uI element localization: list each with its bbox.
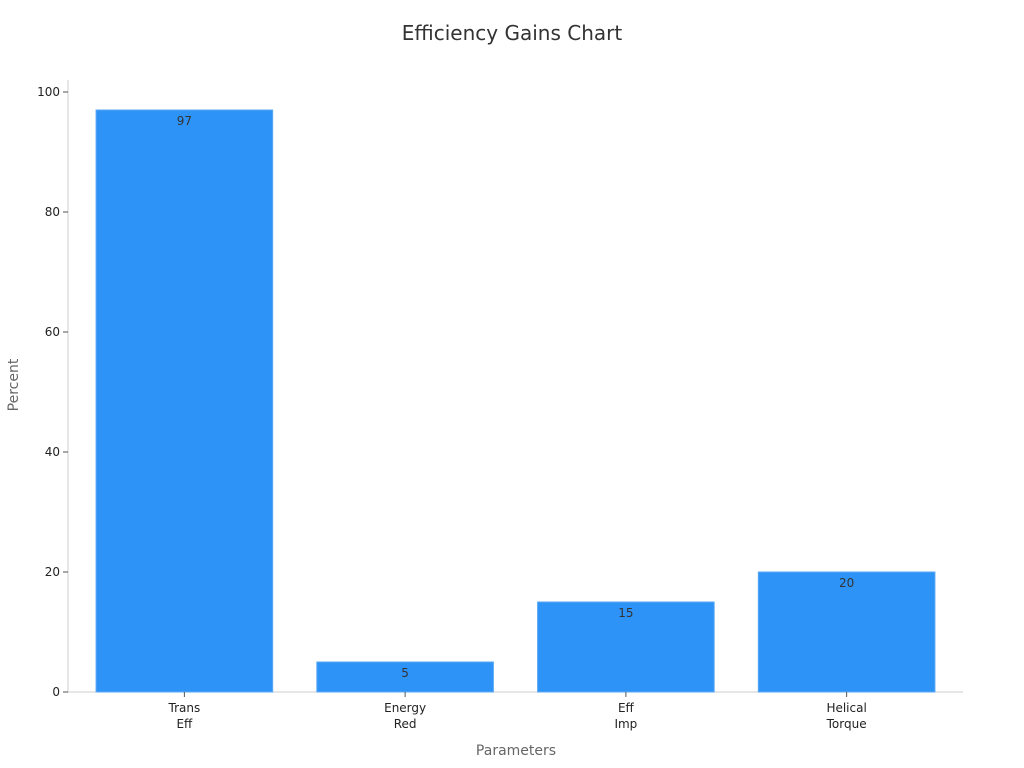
x-tick-label: Trans bbox=[168, 701, 201, 715]
x-axis-label: Parameters bbox=[476, 743, 556, 759]
y-tick-label: 60 bbox=[45, 325, 60, 339]
x-axis-ticks: Trans Eff Energy Red Eff Imp Helical Torque bbox=[168, 692, 867, 731]
bar bbox=[757, 571, 936, 693]
chart-title: Efficiency Gains Chart bbox=[402, 21, 623, 45]
x-tick-label: Imp bbox=[614, 717, 637, 731]
bar-value-label: 97 bbox=[177, 114, 192, 128]
y-axis-ticks: 0 20 40 60 80 100 bbox=[37, 85, 68, 699]
y-tick-label: 100 bbox=[37, 85, 60, 99]
bar bbox=[537, 601, 715, 693]
y-tick-label: 80 bbox=[45, 205, 60, 219]
x-tick-label: Eff bbox=[618, 701, 635, 715]
x-tick-label: Energy bbox=[384, 701, 426, 715]
bar bbox=[95, 109, 274, 693]
x-tick-label: Eff bbox=[176, 717, 193, 731]
y-tick-label: 20 bbox=[45, 565, 60, 579]
bar-value-label: 15 bbox=[618, 606, 633, 620]
y-tick-label: 0 bbox=[52, 685, 60, 699]
bar-value-label: 5 bbox=[401, 666, 409, 680]
x-tick-label: Helical bbox=[826, 701, 866, 715]
y-axis-label: Percent bbox=[6, 358, 22, 411]
y-tick-label: 40 bbox=[45, 445, 60, 459]
x-tick-label: Red bbox=[394, 717, 417, 731]
bar-series: 97 5 15 20 bbox=[95, 109, 936, 693]
bar bbox=[316, 661, 494, 693]
bar-value-label: 20 bbox=[839, 576, 854, 590]
x-tick-label: Torque bbox=[826, 717, 867, 731]
